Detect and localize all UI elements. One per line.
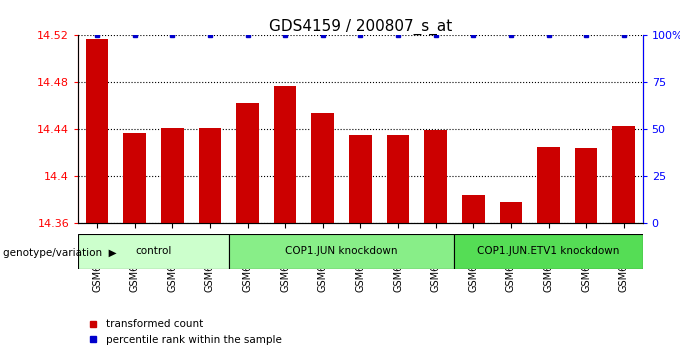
Bar (613, 126, 635, 223)
Bar (161, 128, 184, 223)
Bar (311, 113, 334, 223)
Legend: transformed count, percentile rank within the sample: transformed count, percentile rank withi… (84, 315, 286, 349)
Bar (424, 130, 447, 223)
Bar (228, 234, 454, 269)
Bar (500, 202, 522, 223)
Bar (387, 135, 409, 223)
Title: GDS4159 / 200807_s_at: GDS4159 / 200807_s_at (269, 19, 452, 35)
Text: genotype/variation  ▶: genotype/variation ▶ (3, 248, 117, 258)
Text: COP1.JUN.ETV1 knockdown: COP1.JUN.ETV1 knockdown (477, 246, 619, 256)
Bar (199, 128, 221, 223)
Bar (274, 86, 296, 223)
Bar (537, 147, 560, 223)
Bar (462, 195, 485, 223)
Bar (349, 135, 372, 223)
Bar (78, 234, 228, 269)
Bar (86, 39, 108, 223)
Bar (454, 234, 643, 269)
Bar (236, 103, 259, 223)
Text: COP1.JUN knockdown: COP1.JUN knockdown (286, 246, 398, 256)
Bar (575, 148, 598, 223)
Bar (123, 133, 146, 223)
Text: control: control (135, 246, 171, 256)
